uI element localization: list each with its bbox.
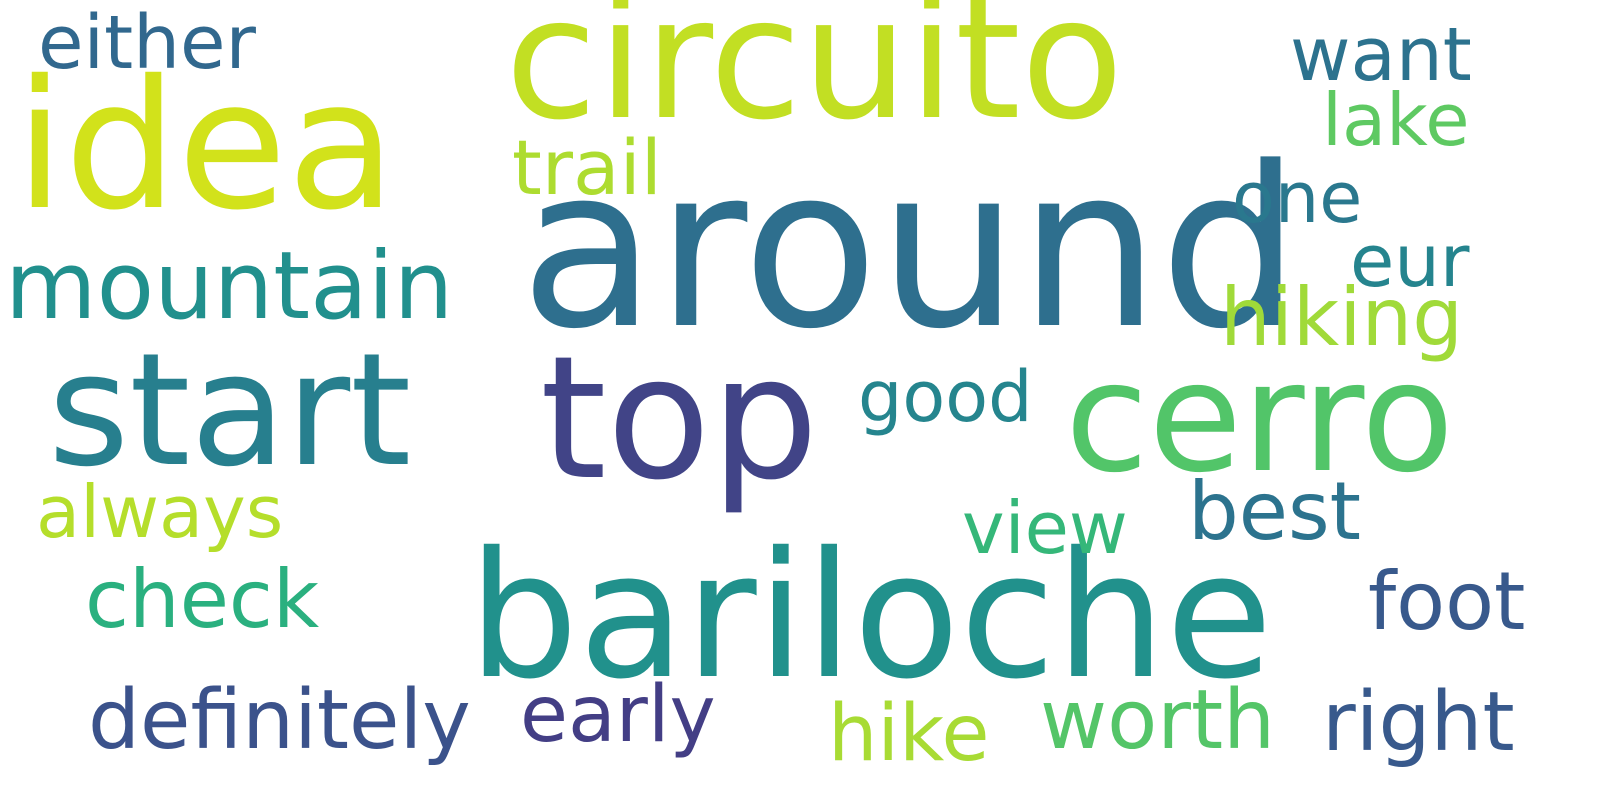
word-start: start [48,319,412,501]
word-either: either [38,0,256,86]
word-trail: trail [512,123,662,212]
word-mountain: mountain [5,232,454,341]
word-check: check [85,553,320,646]
word-early: early [520,670,716,760]
word-right: right [1322,675,1515,770]
word-worth: worth [1040,673,1276,768]
word-one: one [1232,157,1363,239]
word-bariloche: bariloche [468,515,1273,718]
word-want: want [1290,12,1472,98]
word-hiking: hiking [1220,271,1463,364]
word-always: always [36,470,284,554]
word-idea: idea [15,42,397,249]
word-good: good [858,356,1033,438]
word-view: view [962,486,1128,570]
word-around: around [520,120,1301,378]
word-top: top [540,320,819,518]
word-definitely: definitely [88,673,471,768]
word-best: best [1188,465,1362,558]
word-lake: lake [1322,78,1470,162]
word-eur: eur [1350,219,1470,303]
word-foot: foot [1368,555,1526,648]
word-circuito: circuito [505,0,1124,157]
word-hike: hike [828,689,990,779]
word-cerro: cerro [1065,329,1455,506]
